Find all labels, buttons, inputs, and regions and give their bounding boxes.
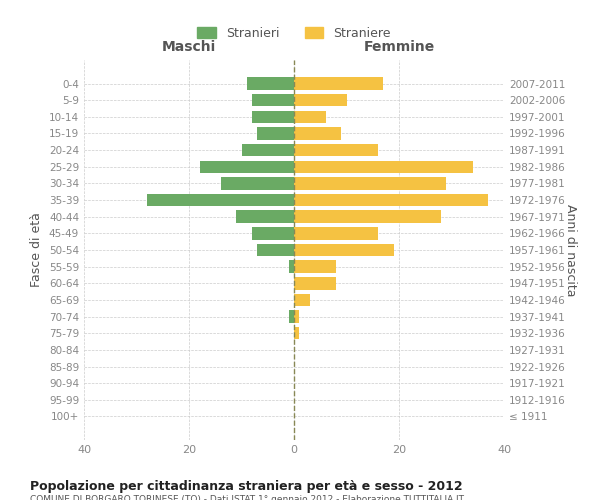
Bar xyxy=(241,144,294,156)
Bar xyxy=(294,144,378,156)
Text: Maschi: Maschi xyxy=(162,40,216,54)
Text: COMUNE DI BORGARO TORINESE (TO) - Dati ISTAT 1° gennaio 2012 - Elaborazione TUTT: COMUNE DI BORGARO TORINESE (TO) - Dati I… xyxy=(30,495,464,500)
Bar xyxy=(294,110,325,123)
Bar xyxy=(294,277,336,289)
Bar xyxy=(294,310,299,323)
Bar xyxy=(294,78,383,90)
Bar xyxy=(294,294,310,306)
Y-axis label: Fasce di età: Fasce di età xyxy=(31,212,43,288)
Bar xyxy=(252,110,294,123)
Bar xyxy=(294,177,446,190)
Bar xyxy=(257,244,294,256)
Bar xyxy=(221,177,294,190)
Bar xyxy=(294,260,336,273)
Bar xyxy=(294,94,347,106)
Text: Popolazione per cittadinanza straniera per età e sesso - 2012: Popolazione per cittadinanza straniera p… xyxy=(30,480,463,493)
Bar xyxy=(294,244,394,256)
Bar xyxy=(294,194,488,206)
Bar xyxy=(147,194,294,206)
Bar xyxy=(252,94,294,106)
Bar xyxy=(252,227,294,239)
Bar xyxy=(294,160,473,173)
Bar xyxy=(199,160,294,173)
Bar xyxy=(247,78,294,90)
Y-axis label: Anni di nascita: Anni di nascita xyxy=(564,204,577,296)
Bar xyxy=(236,210,294,223)
Bar xyxy=(294,327,299,340)
Bar xyxy=(289,260,294,273)
Bar xyxy=(294,210,441,223)
Bar xyxy=(289,310,294,323)
Legend: Stranieri, Straniere: Stranieri, Straniere xyxy=(191,20,397,46)
Bar xyxy=(294,127,341,140)
Bar xyxy=(294,227,378,239)
Bar xyxy=(257,127,294,140)
Text: Femmine: Femmine xyxy=(364,40,434,54)
